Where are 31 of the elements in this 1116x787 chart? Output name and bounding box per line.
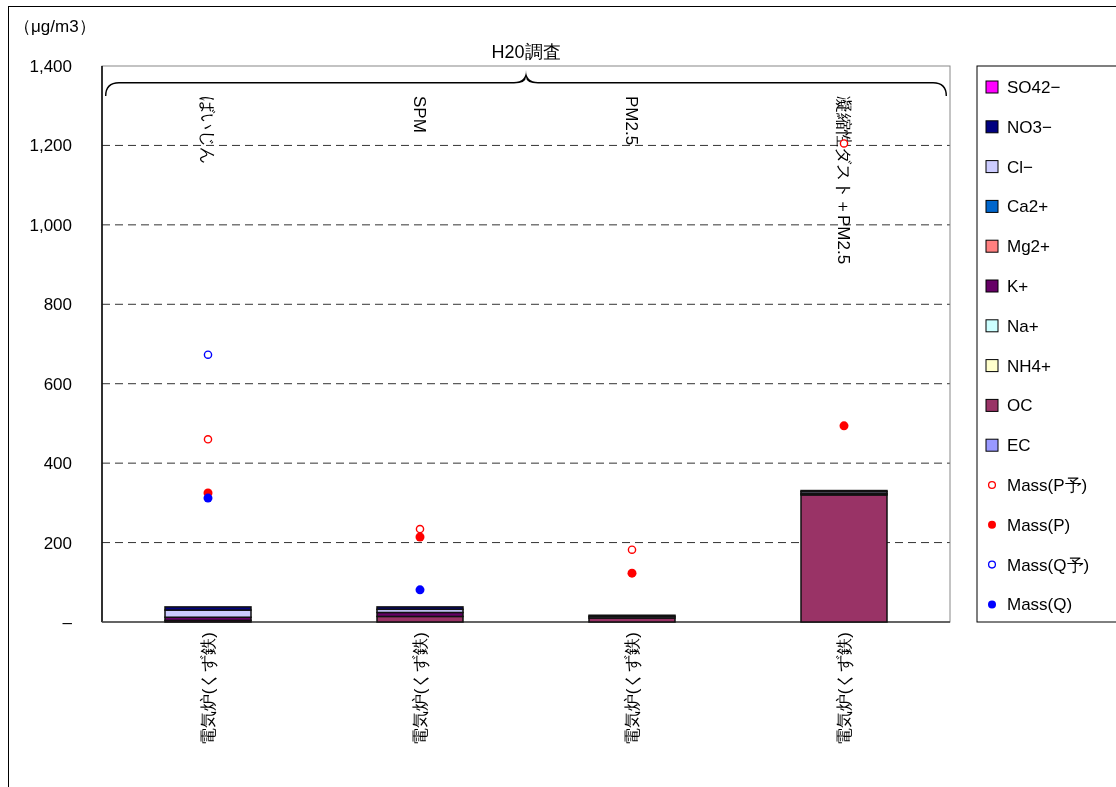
legend-label: Mass(Q) [1007,595,1073,615]
legend-label: Mass(Q予) [1007,555,1090,575]
legend-label: Na+ [1007,316,1039,336]
x-tick-label: 電気炉(くず鉄) [835,632,854,746]
legend-label: OC [1007,396,1033,416]
y-tick-label: 1,400 [29,57,72,76]
y-axis-title: （μg/m3） [14,17,96,36]
annotation: SPM [410,96,429,133]
legend-label: Mass(P) [1007,515,1071,535]
x-tick-label: 電気炉(くず鉄) [411,632,430,746]
y-tick-label: – [62,613,73,632]
annotation: ばいじん [198,96,217,164]
y-tick-label: 1,000 [29,215,72,235]
annotation: PM2.5 [622,96,641,146]
legend-label: NO3− [1007,117,1052,137]
legend-label: EC [1007,436,1031,456]
y-tick-label: 1,200 [29,136,72,156]
legend-label: SO42− [1007,78,1061,97]
y-tick-label: 600 [43,374,72,394]
x-tick-label: 電気炉(くず鉄) [199,632,218,746]
legend-label: Mass(P予) [1007,476,1088,495]
y-tick-label: 400 [43,454,72,474]
legend-label: Mg2+ [1007,237,1051,257]
x-tick-label: 電気炉(くず鉄) [623,632,642,746]
legend-label: Cl− [1007,157,1034,177]
legend-label: Ca2+ [1007,197,1049,217]
text: H20調査 [491,42,561,62]
y-tick-label: 200 [43,533,72,553]
legend-label: K+ [1007,277,1029,296]
y-tick-label: 800 [43,295,72,315]
legend-label: NH4+ [1007,356,1052,376]
